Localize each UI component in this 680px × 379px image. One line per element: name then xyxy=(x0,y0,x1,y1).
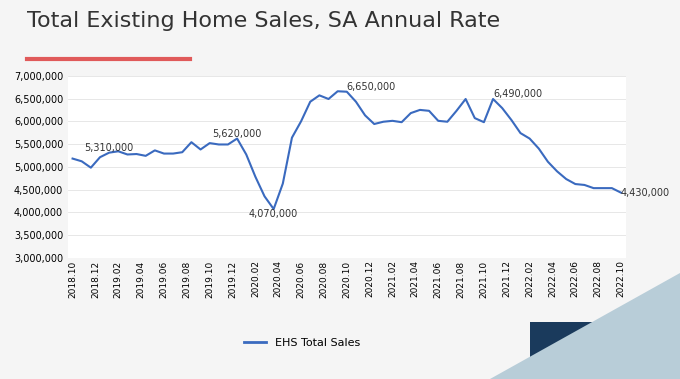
Text: 4,430,000: 4,430,000 xyxy=(621,188,670,198)
Text: 5,620,000: 5,620,000 xyxy=(212,128,262,139)
Text: 4,070,000: 4,070,000 xyxy=(249,209,299,219)
Text: REALTORS®: REALTORS® xyxy=(580,359,617,365)
Legend: EHS Total Sales: EHS Total Sales xyxy=(239,334,364,352)
Text: ASSOCIATION OF: ASSOCIATION OF xyxy=(573,349,624,354)
Text: 5,310,000: 5,310,000 xyxy=(84,143,134,153)
Text: Total Existing Home Sales, SA Annual Rate: Total Existing Home Sales, SA Annual Rat… xyxy=(27,11,500,31)
Text: 6,650,000: 6,650,000 xyxy=(347,82,396,92)
Text: NATIONAL: NATIONAL xyxy=(583,338,614,343)
Text: 6,490,000: 6,490,000 xyxy=(493,89,542,99)
